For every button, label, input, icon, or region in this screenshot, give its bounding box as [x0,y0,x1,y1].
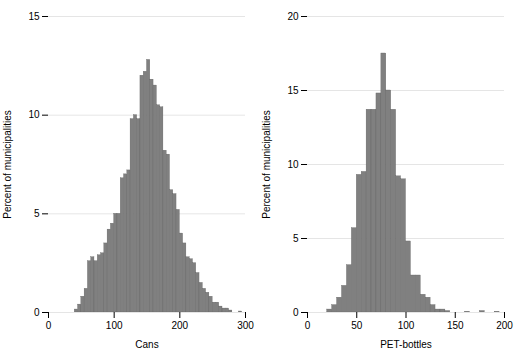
svg-text:10: 10 [28,109,40,120]
svg-text:0: 0 [293,307,299,318]
svg-text:300: 300 [237,320,254,331]
svg-text:Percent of municipalities: Percent of municipalities [2,110,13,218]
svg-text:Percent of municipalities: Percent of municipalities [261,110,272,218]
svg-text:50: 50 [351,320,363,331]
svg-text:200: 200 [496,320,513,331]
svg-text:10: 10 [287,159,299,170]
svg-text:PET-bottles: PET-bottles [380,339,432,350]
svg-text:0: 0 [34,307,40,318]
svg-text:15: 15 [28,11,40,22]
svg-text:100: 100 [398,320,415,331]
svg-text:15: 15 [287,85,299,96]
svg-text:Cans: Cans [135,339,158,350]
svg-text:150: 150 [447,320,464,331]
svg-text:5: 5 [293,233,299,244]
svg-text:5: 5 [34,208,40,219]
svg-text:20: 20 [287,11,299,22]
svg-text:200: 200 [171,320,188,331]
svg-text:0: 0 [305,320,311,331]
svg-text:0: 0 [46,320,52,331]
svg-text:100: 100 [106,320,123,331]
